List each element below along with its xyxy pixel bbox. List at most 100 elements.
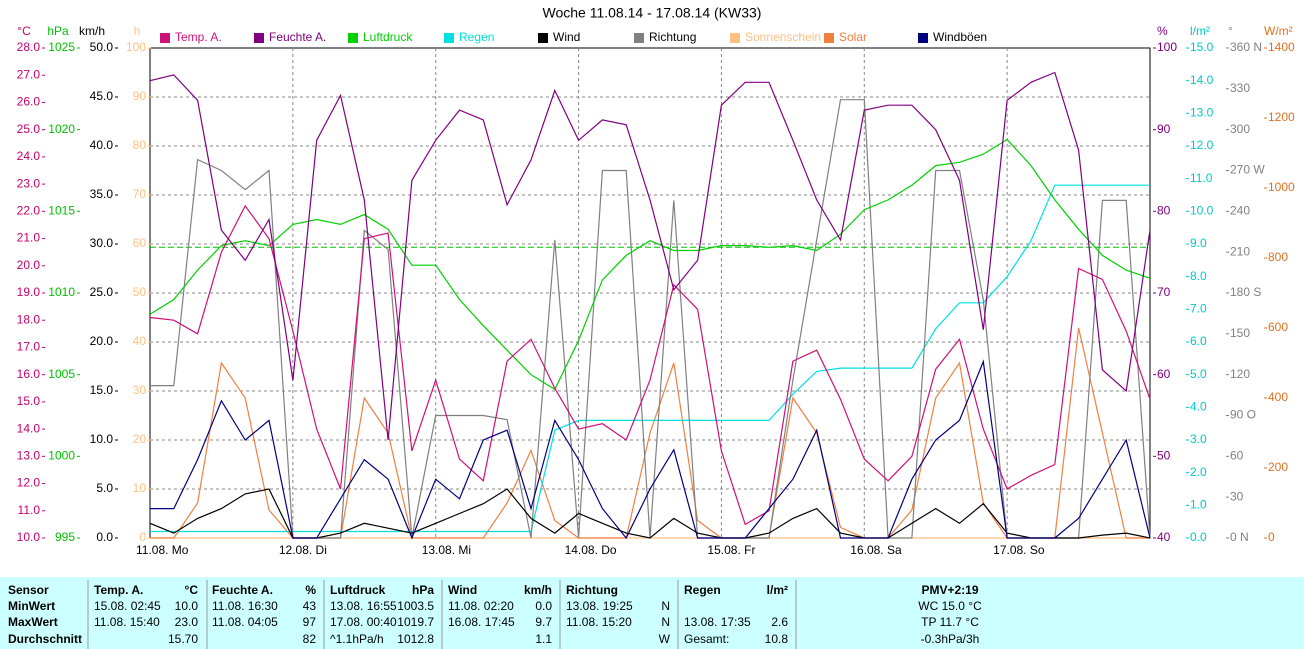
y-tick-label: 330 — [1230, 81, 1250, 95]
table-cell: W — [659, 632, 671, 646]
table-unit: l/m² — [767, 583, 788, 597]
table-header: Richtung — [566, 583, 618, 597]
axis-unit: °C — [17, 24, 31, 38]
table-cell: 43 — [303, 599, 317, 613]
x-tick-label: 13.08. Mi — [422, 543, 471, 557]
table-header: Luftdruck — [330, 583, 386, 597]
series-line — [149, 204, 1151, 526]
table-cell: 1019.7 — [397, 615, 434, 629]
table-header: PMV+2:19 — [921, 583, 978, 597]
y-tick-label: 15.0 — [1190, 40, 1214, 54]
row-label: MinWert — [8, 599, 55, 613]
y-tick-label: 10 — [133, 481, 147, 495]
y-tick-label: 11.0 — [1190, 171, 1213, 185]
y-tick-label: 1010 — [48, 285, 75, 299]
legend-swatch — [254, 33, 264, 43]
y-tick-label: 995 — [55, 530, 75, 544]
y-tick-label: 23.0 — [17, 176, 41, 190]
y-tick-label: 0.0 — [1190, 530, 1207, 544]
y-tick-label: 26.0 — [17, 95, 41, 109]
series-line — [150, 359, 1151, 540]
table-cell: 9.7 — [535, 615, 552, 629]
y-tick-label: 20.0 — [17, 258, 41, 272]
table-cell: 16.08. 17:45 — [448, 615, 515, 629]
x-tick-label: 16.08. Sa — [850, 543, 902, 557]
table-cell: 11.08. 02:20 — [448, 599, 514, 613]
row-label: Durchschnitt — [8, 632, 82, 646]
y-tick-label: 50.0 — [90, 40, 114, 54]
y-tick-label: 1020 — [48, 122, 75, 136]
y-tick-label: 90 — [1157, 122, 1171, 136]
table-cell: 1.1 — [535, 632, 552, 646]
table-cell: ^1.1hPa/h — [330, 632, 384, 646]
y-tick-label: 16.0 — [17, 367, 41, 381]
y-tick-label: 60 — [1230, 449, 1244, 463]
y-tick-label: 100 — [126, 40, 146, 54]
x-tick-label: 17.08. So — [993, 543, 1045, 557]
axis-unit: km/h — [79, 24, 105, 38]
table-cell: TP 11.7 °C — [921, 615, 979, 629]
y-tick-label: 30.0 — [90, 236, 114, 250]
y-tick-label: 14.0 — [1190, 73, 1214, 87]
y-tick-label: 27.0 — [17, 67, 41, 81]
y-tick-label: 0.0 — [96, 530, 113, 544]
table-unit: km/h — [524, 583, 552, 597]
y-tick-label: 70 — [1157, 285, 1171, 299]
axis-unit: h — [134, 24, 141, 38]
y-tick-label: 20 — [133, 432, 147, 446]
x-tick-label: 15.08. Fr — [707, 543, 755, 557]
y-tick-label: 800 — [1268, 250, 1288, 264]
table-cell: -0.3hPa/3h — [921, 632, 980, 646]
y-tick-label: 22.0 — [17, 204, 41, 218]
y-tick-label: 360 N — [1230, 40, 1262, 54]
y-tick-label: 18.0 — [17, 312, 41, 326]
y-tick-label: 40.0 — [90, 138, 114, 152]
y-tick-label: 0 N — [1230, 530, 1249, 544]
y-tick-label: 24.0 — [17, 149, 41, 163]
y-tick-label: 10.0 — [1190, 204, 1214, 218]
y-tick-label: 600 — [1268, 320, 1288, 334]
table-cell: Gesamt: — [684, 632, 729, 646]
legend-swatch — [444, 33, 454, 43]
chart-title: Woche 11.08.14 - 17.08.14 (KW33) — [543, 5, 762, 21]
y-tick-label: 1025 — [48, 40, 75, 54]
table-unit: hPa — [412, 583, 434, 597]
legend-label: Temp. A. — [175, 30, 222, 44]
y-tick-label: 1000 — [48, 449, 75, 463]
y-tick-label: 0 — [1268, 530, 1275, 544]
axis-unit: % — [1157, 24, 1168, 38]
y-tick-label: 120 — [1230, 367, 1250, 381]
y-tick-label: 12.0 — [17, 476, 41, 490]
legend-swatch — [160, 33, 170, 43]
y-tick-label: 10.0 — [90, 432, 114, 446]
y-tick-label: 7.0 — [1190, 302, 1207, 316]
table-cell: 13.08. 16:55 — [330, 599, 397, 613]
y-tick-label: 240 — [1230, 204, 1250, 218]
legend-label: Solar — [839, 30, 867, 44]
y-tick-label: 4.0 — [1190, 400, 1207, 414]
table-cell: 23.0 — [175, 615, 199, 629]
y-tick-label: 14.0 — [17, 421, 41, 435]
table-cell: N — [661, 599, 670, 613]
y-tick-label: 15.0 — [90, 383, 114, 397]
table-cell: 11.08. 04:05 — [212, 615, 278, 629]
y-tick-label: 12.0 — [1190, 138, 1214, 152]
legend-swatch — [634, 33, 644, 43]
y-tick-label: 19.0 — [17, 285, 41, 299]
y-tick-label: 80 — [133, 138, 147, 152]
y-tick-label: 35.0 — [90, 187, 114, 201]
y-tick-label: 50 — [1157, 449, 1171, 463]
table-cell: 1012.8 — [397, 632, 434, 646]
axis-unit: ° — [1228, 24, 1233, 38]
table-unit: % — [305, 583, 316, 597]
legend-swatch — [730, 33, 740, 43]
series-line — [149, 138, 1151, 391]
y-tick-label: 1015 — [48, 204, 75, 218]
table-cell: WC 15.0 °C — [918, 599, 982, 613]
y-tick-label: 40 — [1157, 530, 1171, 544]
y-tick-label: 180 S — [1230, 285, 1261, 299]
table-cell: 11.08. 16:30 — [212, 599, 278, 613]
y-tick-label: 10.0 — [17, 530, 41, 544]
table-cell: 0.0 — [535, 599, 552, 613]
